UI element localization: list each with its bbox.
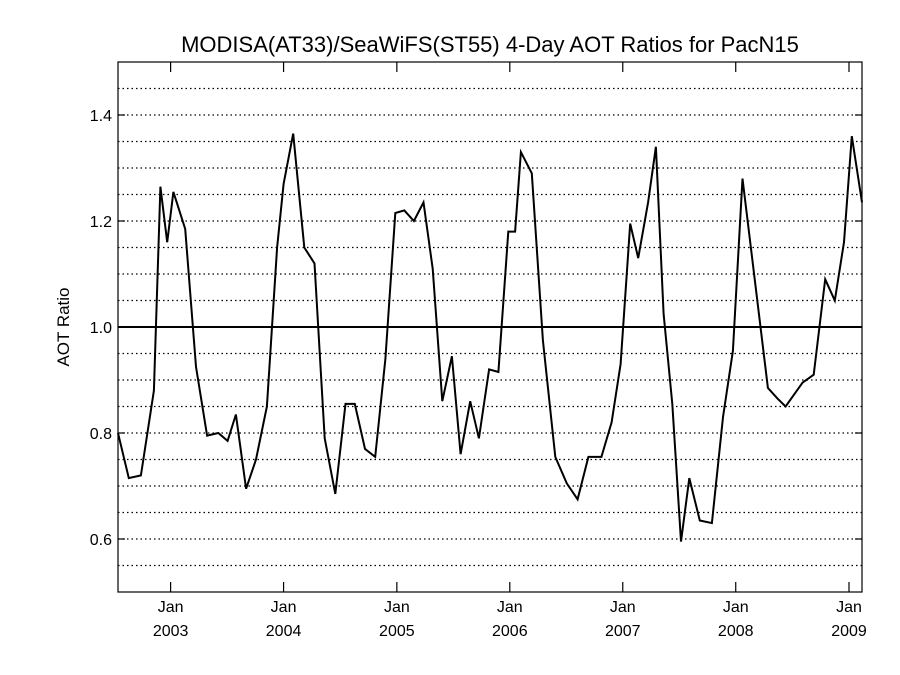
y-axis-label: AOT Ratio bbox=[54, 287, 73, 366]
x-tick-label-month: Jan bbox=[610, 599, 636, 616]
x-tick-label-year: 2004 bbox=[266, 623, 302, 640]
chart-title: MODISA(AT33)/SeaWiFS(ST55) 4-Day AOT Rat… bbox=[181, 32, 799, 57]
x-axis-ticks: Jan 2003 Jan 2004 Jan 2005 Jan 2006 Jan 2007 Jan 20… bbox=[153, 62, 867, 640]
x-tick-label-month: Jan bbox=[836, 599, 862, 616]
x-tick-label-year: 2007 bbox=[605, 623, 641, 640]
x-tick-label-year: 2008 bbox=[718, 623, 754, 640]
x-tick-label-month: Jan bbox=[271, 599, 297, 616]
x-tick-label-year: 2005 bbox=[379, 623, 415, 640]
series-line-aot-ratio bbox=[117, 133, 863, 542]
plot-frame bbox=[117, 61, 863, 593]
y-tick-label: 0.6 bbox=[90, 532, 112, 549]
x-tick-label-month: Jan bbox=[723, 599, 749, 616]
x-tick-label-year: 2006 bbox=[492, 623, 528, 640]
y-tick-label: 1.2 bbox=[90, 214, 112, 231]
y-tick-label: 1.4 bbox=[90, 108, 112, 125]
x-tick-label-month: Jan bbox=[158, 599, 184, 616]
x-tick-label-year: 2009 bbox=[831, 623, 867, 640]
y-tick-label: 1.0 bbox=[90, 320, 112, 337]
x-tick-label-month: Jan bbox=[497, 599, 523, 616]
y-axis-ticks: 0.6 0.8 1.0 1.2 1.4 bbox=[90, 108, 862, 549]
x-tick-label-month: Jan bbox=[384, 599, 410, 616]
y-tick-label: 0.8 bbox=[90, 426, 112, 443]
x-tick-label-year: 2003 bbox=[153, 623, 189, 640]
